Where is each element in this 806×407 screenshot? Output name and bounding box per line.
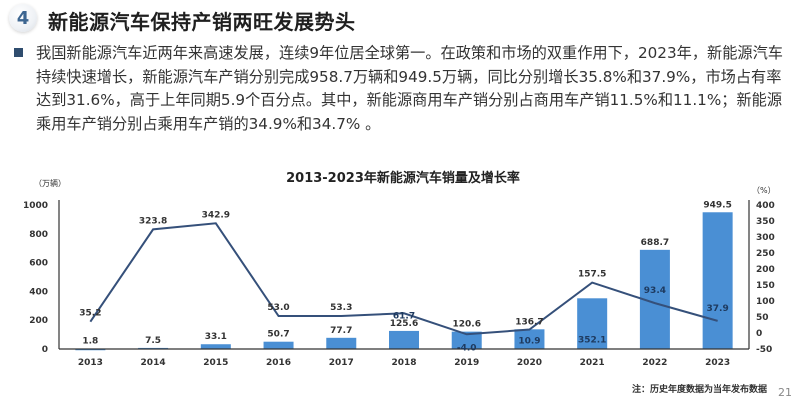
bar-value-label: 949.5: [703, 200, 731, 210]
bar-value-label: 688.7: [641, 238, 669, 248]
sales-bar: [200, 344, 231, 349]
left-tick-label: 800: [29, 230, 48, 240]
x-tick-label: 2023: [705, 358, 730, 368]
x-tick-label: 2016: [266, 358, 291, 368]
right-tick-label: 400: [756, 201, 775, 211]
growth-value-label: 37.9: [707, 304, 729, 314]
x-tick-label: 2018: [391, 358, 416, 368]
right-tick-label: 100: [756, 297, 775, 307]
bar-value-label: 352.1: [578, 335, 606, 345]
sales-bar: [514, 329, 545, 349]
growth-value-label: 93.4: [644, 286, 666, 296]
right-tick-label: 50: [756, 313, 769, 323]
left-tick-label: 0: [42, 345, 48, 355]
sales-bar: [389, 330, 419, 349]
left-tick-label: 1000: [23, 201, 48, 211]
growth-polyline: [89, 222, 718, 336]
page-number: 21: [778, 386, 792, 399]
chart-title: 2013-2023年新能源汽车销量及增长率: [286, 171, 520, 186]
right-tick-label: 350: [756, 217, 775, 227]
bar-value-label: 7.5: [145, 336, 161, 346]
x-tick-label: 2013: [78, 358, 103, 368]
growth-rate-line: [89, 222, 718, 336]
right-tick-label: 250: [756, 249, 775, 259]
x-tick-label: 2020: [517, 358, 542, 368]
sales-bar: [451, 331, 482, 349]
x-tick-label: 2019: [454, 358, 479, 368]
growth-value-label: 323.8: [139, 216, 167, 226]
growth-value-label: 35.2: [79, 309, 101, 319]
section-number-badge: 4: [9, 4, 37, 32]
growth-value-label: 342.9: [202, 210, 230, 220]
growth-value-label: 157.5: [578, 270, 606, 280]
growth-value-label: 61.7: [393, 311, 415, 321]
sales-bar: [577, 298, 608, 349]
left-tick-label: 600: [29, 259, 48, 269]
data-labels: 1.8 7.5 33.1 50.7 77.7 125.6 120.6 136.7 352.1 68…: [79, 200, 732, 353]
right-tick-label: 300: [756, 233, 775, 243]
growth-value-label: 53.0: [267, 303, 289, 313]
bullet-text: 我国新能源汽车近两年来高速发展，连续9年位居全球第一。在政策和市场的双重作用下，…: [36, 44, 783, 133]
sales-bar: [263, 341, 294, 349]
left-axis-unit: （万辆）: [34, 178, 66, 188]
x-tick-label: 2017: [329, 358, 354, 368]
bar-value-label: 77.7: [330, 326, 352, 336]
bar-value-label: 120.6: [452, 320, 480, 330]
footnote: 注：历史年度数据为当年发布数据: [632, 385, 768, 395]
bullet-square-icon: [14, 48, 23, 57]
growth-value-label: -4.0: [457, 343, 477, 353]
bar-value-label: 136.7: [515, 317, 543, 327]
left-tick-label: 200: [29, 316, 48, 326]
sales-bar: [326, 337, 357, 349]
bar-value-label: 33.1: [205, 332, 227, 342]
right-tick-label: 200: [756, 265, 775, 275]
slide-title: 新能源汽车保持产销两旺发展势头: [48, 10, 356, 34]
sales-bar: [702, 212, 733, 349]
x-tick-label: 2014: [141, 358, 166, 368]
bar-value-label: 50.7: [267, 330, 289, 340]
x-tick-label: 2015: [203, 358, 228, 368]
right-tick-label: -50: [756, 345, 772, 355]
growth-value-label: 10.9: [518, 337, 540, 347]
x-tick-label: 2021: [580, 358, 605, 368]
growth-value-label: 53.3: [330, 303, 352, 313]
left-tick-label: 400: [29, 287, 48, 297]
bullet-paragraph: 我国新能源汽车近两年来高速发展，连续9年位居全球第一。在政策和市场的双重作用下，…: [14, 42, 794, 136]
bar-value-label: 125.6: [390, 319, 418, 329]
right-tick-label: 0: [756, 329, 762, 339]
bar-value-label: 1.8: [82, 337, 98, 347]
chart-axes: 0 200 400 600 800 1000 -50 0 50 100 150 200 250 300 35…: [23, 178, 776, 368]
x-tick-label: 2022: [642, 358, 667, 368]
sales-bars: [75, 212, 733, 351]
right-axis-unit: （%）: [752, 186, 776, 195]
right-tick-label: 150: [756, 281, 775, 291]
